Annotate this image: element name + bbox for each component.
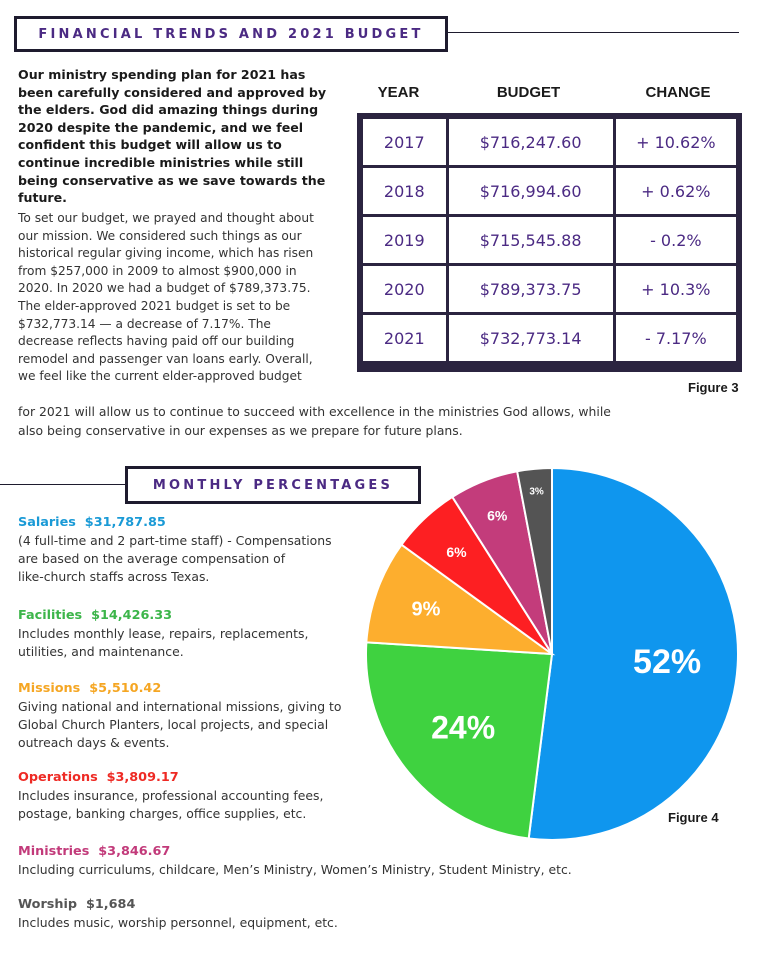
cell-year: 2021 [363,315,446,361]
category-title: Operations $3,809.17 [18,769,363,787]
pie-label-worship: 3% [529,487,544,498]
cell-change: + 0.62% [615,168,736,214]
monthly-pie-chart: 52% 24% 9% 6% 6% 3% [365,466,740,841]
section-header-financial: FINANCIAL TRENDS AND 2021 BUDGET [14,16,448,52]
pie-label-facilities: 24% [431,710,495,746]
cell-change: - 7.17% [615,315,736,361]
category-title: Salaries $31,787.85 [18,514,363,532]
category-line: (4 full-time and 2 part-time staff) - Co… [18,533,332,548]
body-line: 2020. In 2020 we had a budget of $789,37… [18,281,311,296]
category-name: Facilities [18,608,83,623]
category-line: Including curriculums, childcare, Men’s … [18,862,572,877]
category-ministries: Ministries $3,846.67 Including curriculu… [18,843,758,879]
cell-year: 2018 [363,168,446,214]
table-row: 2017 $716,247.60 + 10.62% [363,119,736,165]
body-line: also being conservative in our expenses … [18,423,463,438]
body-line: $732,773.14 — a decrease of 7.17%. The [18,316,271,331]
category-title: Worship $1,684 [18,896,758,914]
category-title: Facilities $14,426.33 [18,607,363,625]
cell-budget: $732,773.14 [448,315,613,361]
header-rule [445,32,739,33]
category-line: are based on the average compensation of [18,551,286,566]
body-line: The elder-approved 2021 budget is set to… [18,298,291,313]
pie-slice-salaries [527,466,740,841]
category-line: outreach days & events. [18,735,170,750]
cell-change: + 10.3% [615,266,736,312]
section-header-monthly: MONTHLY PERCENTAGES [125,466,421,504]
body-line: we feel like the current elder-approved … [18,369,302,384]
cell-year: 2017 [363,119,446,165]
body-line: historical regular giving income, which … [18,246,314,261]
table-row: 2020 $789,373.75 + 10.3% [363,266,736,312]
category-name: Worship [18,897,78,912]
pie-slice-facilities [365,641,554,840]
table-row: 2019 $715,545.88 - 0.2% [363,217,736,263]
category-facilities: Facilities $14,426.33 Includes monthly l… [18,607,363,661]
category-amount: $3,809.17 [106,770,179,785]
category-line: like-church staffs across Texas. [18,569,210,584]
cell-budget: $789,373.75 [448,266,613,312]
cell-year: 2020 [363,266,446,312]
section-title: MONTHLY PERCENTAGES [152,477,394,493]
pie-label-ministries: 6% [487,508,508,524]
category-amount: $31,787.85 [84,515,166,530]
body-line: for 2021 will allow us to continue to su… [18,404,611,419]
body-line: our mission. We considered such things a… [18,228,302,243]
category-amount: $5,510.42 [89,681,162,696]
budget-table: 2017 $716,247.60 + 10.62% 2018 $716,994.… [357,113,742,372]
intro-body-paragraph: To set our budget, we prayed and thought… [18,210,358,386]
body-line: remodel and passenger van loans early. O… [18,351,313,366]
body-line: decrease reflects having paid off our bu… [18,334,295,349]
category-line: Includes insurance, professional account… [18,788,324,803]
category-salaries: Salaries $31,787.85 (4 full-time and 2 p… [18,514,363,586]
pie-slice-worship [515,466,553,655]
category-worship: Worship $1,684 Includes music, worship p… [18,896,758,932]
category-title: Ministries $3,846.67 [18,843,758,861]
category-name: Salaries [18,515,76,530]
figure-3-label: Figure 3 [688,380,739,395]
cell-year: 2019 [363,217,446,263]
category-title: Missions $5,510.42 [18,680,363,698]
header-rule [0,484,128,485]
category-line: Global Church Planters, local projects, … [18,717,329,732]
col-header-year: YEAR [377,84,420,101]
figure-4-label: Figure 4 [668,810,719,825]
category-amount: $14,426.33 [91,608,173,623]
col-header-change: CHANGE [645,84,711,101]
pie-label-operations: 6% [446,544,467,560]
category-line: Includes music, worship personnel, equip… [18,915,338,930]
category-name: Missions [18,681,81,696]
intro-body-tail: for 2021 will allow us to continue to su… [18,402,748,440]
pie-slice-missions [365,543,556,656]
col-header-budget: BUDGET [496,84,561,101]
table-row: 2018 $716,994.60 + 0.62% [363,168,736,214]
category-name: Ministries [18,844,90,859]
category-line: utilities, and maintenance. [18,644,184,659]
table-row: 2021 $732,773.14 - 7.17% [363,315,736,361]
cell-change: + 10.62% [615,119,736,165]
cell-budget: $716,247.60 [448,119,613,165]
body-line: from $257,000 in 2009 to almost $900,000… [18,263,297,278]
category-line: Includes monthly lease, repairs, replace… [18,626,309,641]
category-operations: Operations $3,809.17 Includes insurance,… [18,769,363,823]
cell-budget: $715,545.88 [448,217,613,263]
category-name: Operations [18,770,98,785]
category-line: postage, banking charges, office supplie… [18,806,307,821]
category-missions: Missions $5,510.42 Giving national and i… [18,680,363,752]
body-line: To set our budget, we prayed and thought… [18,211,314,225]
section-title: FINANCIAL TRENDS AND 2021 BUDGET [38,26,424,42]
cell-budget: $716,994.60 [448,168,613,214]
category-line: Giving national and international missio… [18,699,342,714]
pie-label-salaries: 52% [633,643,701,681]
pie-label-missions: 9% [412,599,441,621]
category-amount: $3,846.67 [98,844,171,859]
cell-change: - 0.2% [615,217,736,263]
intro-bold-paragraph: Our ministry spending plan for 2021 has … [18,67,327,206]
category-amount: $1,684 [85,897,136,912]
